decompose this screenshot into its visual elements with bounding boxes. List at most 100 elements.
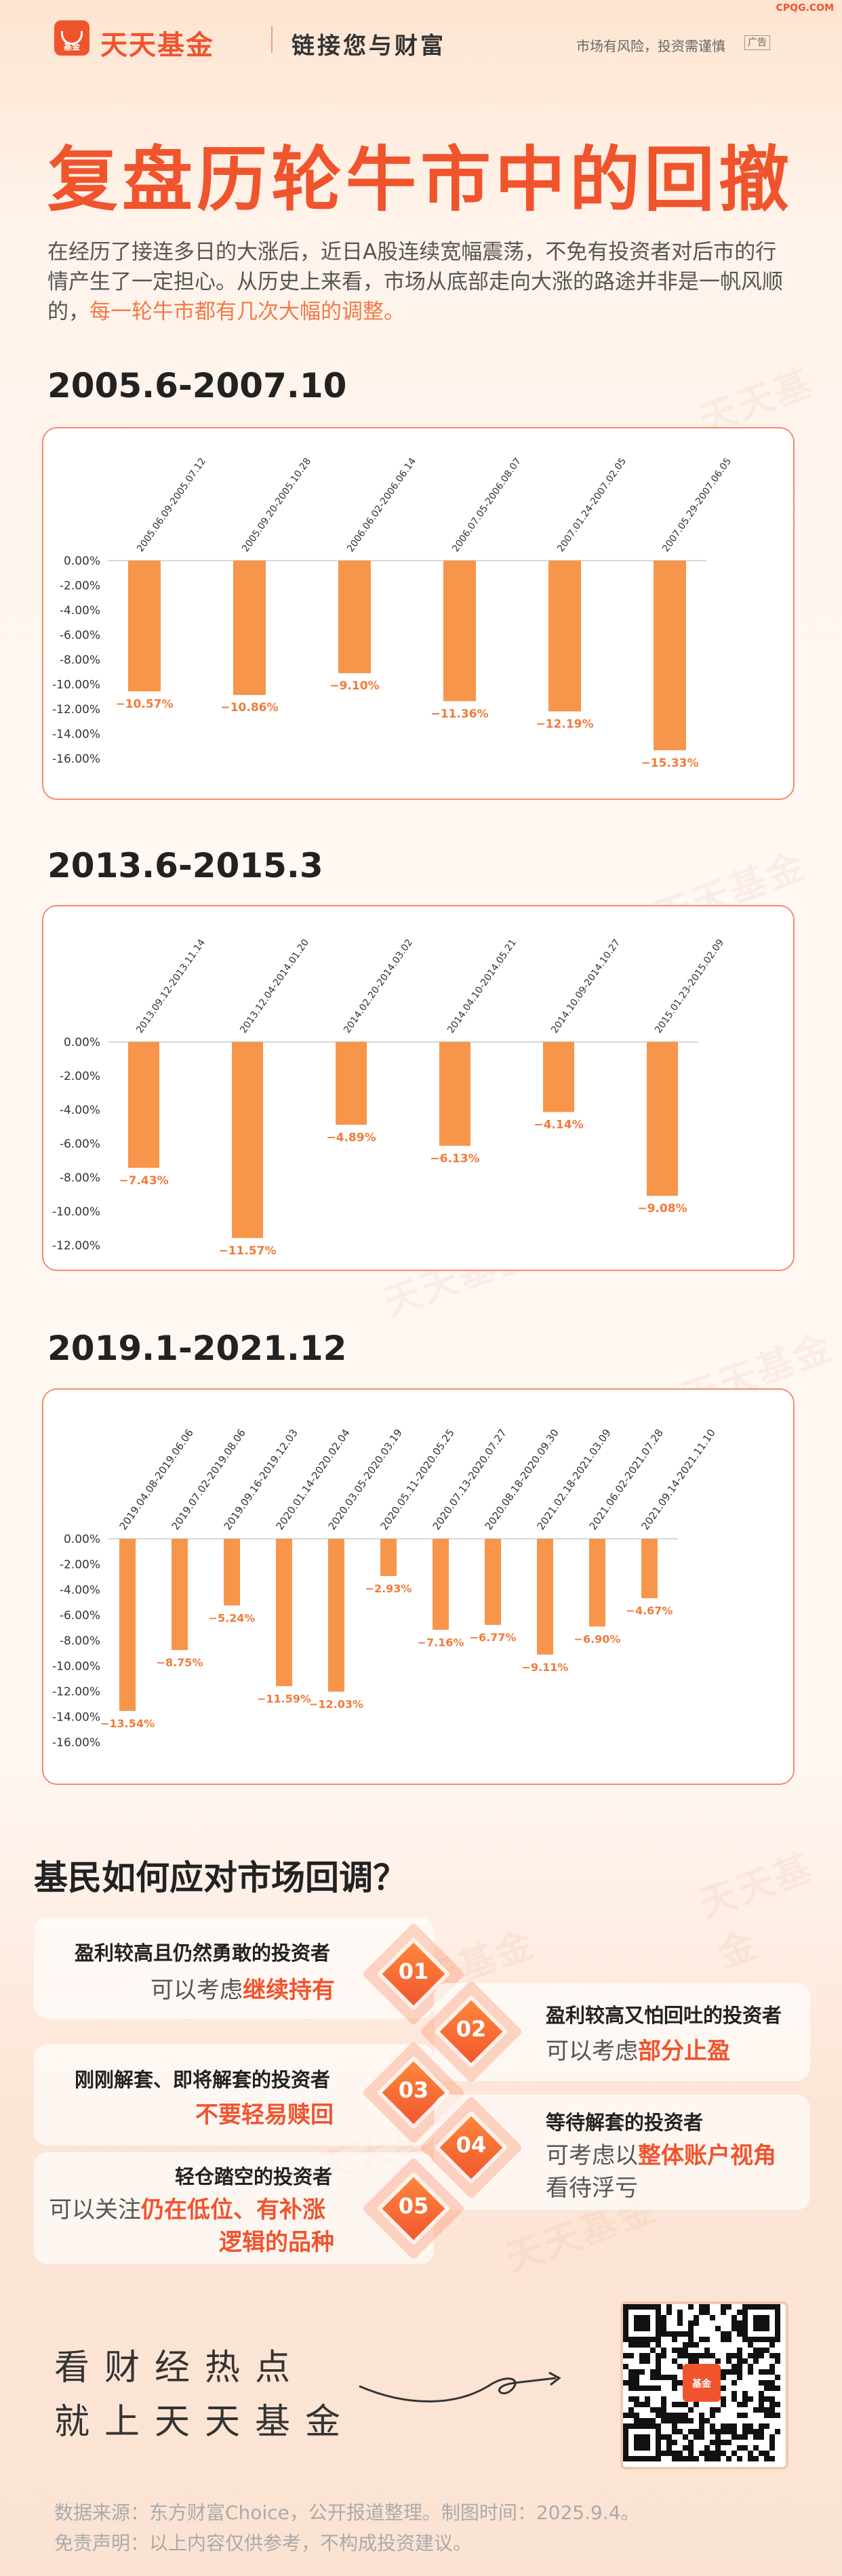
advice-who-04: 等待解套的投资者 [546, 2111, 704, 2134]
qr-module [683, 2445, 688, 2451]
x-tick-label: 2014.02.20-2014.03.02 [342, 938, 415, 1036]
qr-module [656, 2407, 661, 2413]
y-tick-label: -12.00% [52, 1685, 100, 1699]
qr-module [677, 2310, 683, 2315]
x-tick-label: 2005.06.09-2005.07.12 [135, 456, 208, 555]
qr-module [694, 2434, 699, 2440]
advice-action-05: 可以关注仍在低位、有补涨 [49, 2191, 325, 2224]
qr-module [683, 2331, 688, 2337]
qr-module [634, 2402, 639, 2407]
chart-card-1: 0.00% -2.00% -4.00% -6.00% -8.00% -10.00% -12.… [42, 427, 795, 800]
qr-module [628, 2413, 634, 2418]
qr-module [742, 2429, 748, 2434]
qr-module [688, 2342, 694, 2348]
data-label: −11.57% [218, 1244, 276, 1257]
x-tick-label: 2006.07.05-2006.08.07 [450, 456, 523, 555]
qr-module [694, 2456, 699, 2461]
y-tick-label: -4.00% [60, 1584, 100, 1597]
qr-module [759, 2369, 764, 2375]
qr-module [726, 2369, 731, 2375]
qr-module [628, 2304, 634, 2310]
qr-module [639, 2445, 645, 2451]
qr-module [634, 2386, 639, 2391]
qr-module [656, 2358, 661, 2364]
qr-module [731, 2429, 737, 2434]
qr-module [726, 2304, 731, 2310]
qr-module [623, 2423, 628, 2429]
qr-module [656, 2423, 661, 2429]
qr-module [688, 2407, 694, 2413]
qr-module [699, 2337, 704, 2342]
qr-module [748, 2304, 753, 2310]
qr-module [634, 2434, 639, 2440]
qr-module [699, 2429, 704, 2434]
qr-module [656, 2375, 661, 2380]
qr-module [721, 2396, 726, 2402]
qr-module [759, 2315, 764, 2320]
qr-module [742, 2337, 748, 2342]
step-badge-05: 05 [361, 2156, 466, 2261]
qr-module [650, 2418, 656, 2423]
qr-module [677, 2364, 683, 2369]
qr-module [688, 2451, 694, 2456]
advice-key-02: 部分止盈 [638, 2038, 730, 2065]
qr-module [656, 2337, 661, 2342]
qr-module [704, 2445, 710, 2451]
chart-title-1: 2005.6-2007.10 [47, 366, 347, 405]
qr-module [672, 2429, 677, 2434]
qr-module [666, 2418, 672, 2423]
data-label: −4.14% [534, 1119, 583, 1132]
qr-module [683, 2456, 688, 2461]
qr-module [694, 2353, 699, 2358]
qr-module [656, 2310, 661, 2315]
qr-module [628, 2353, 634, 2358]
qr-module [721, 2337, 726, 2342]
qr-module [704, 2353, 710, 2358]
qr-module [623, 2434, 628, 2440]
qr-module [672, 2337, 677, 2342]
qr-module [623, 2451, 628, 2456]
qr-module [672, 2386, 677, 2391]
qr-module [759, 2320, 764, 2326]
header-divider [271, 26, 273, 53]
qr-module [753, 2337, 759, 2342]
bar [654, 561, 686, 750]
y-tick-label: 0.00% [64, 555, 100, 568]
qr-module [731, 2369, 737, 2375]
qr-module [775, 2331, 780, 2337]
qr-module [683, 2413, 688, 2418]
qr-code[interactable]: 基金 [620, 2301, 788, 2470]
qr-module [656, 2364, 661, 2369]
qr-module [634, 2445, 639, 2451]
qr-module [710, 2456, 715, 2461]
qr-module [699, 2304, 704, 2310]
qr-module [650, 2369, 656, 2375]
qr-module [650, 2423, 656, 2429]
qr-module [737, 2402, 742, 2407]
bar [128, 1042, 159, 1168]
qr-module [764, 2423, 769, 2429]
qr-module [748, 2342, 753, 2348]
qr-module [656, 2440, 661, 2445]
qr-module [769, 2380, 775, 2386]
x-tick-label: 2014.04.10-2014.05.21 [445, 938, 519, 1036]
qr-module [639, 2304, 645, 2310]
brand-logo-icon[interactable]: 基金 [54, 20, 89, 56]
qr-module [769, 2402, 775, 2407]
qr-module [769, 2337, 775, 2342]
qr-module [731, 2320, 737, 2326]
qr-module [764, 2320, 769, 2326]
qr-module [710, 2440, 715, 2445]
qr-module [704, 2310, 710, 2315]
qr-module [639, 2315, 645, 2320]
qr-module [726, 2331, 731, 2337]
qr-module [764, 2304, 769, 2310]
qr-module [769, 2407, 775, 2413]
qr-module [656, 2320, 661, 2326]
qr-module [731, 2364, 737, 2369]
qr-module [710, 2407, 715, 2413]
qr-module [748, 2429, 753, 2434]
qr-module [769, 2369, 775, 2375]
data-label: −6.13% [430, 1152, 479, 1165]
bar [128, 561, 161, 691]
